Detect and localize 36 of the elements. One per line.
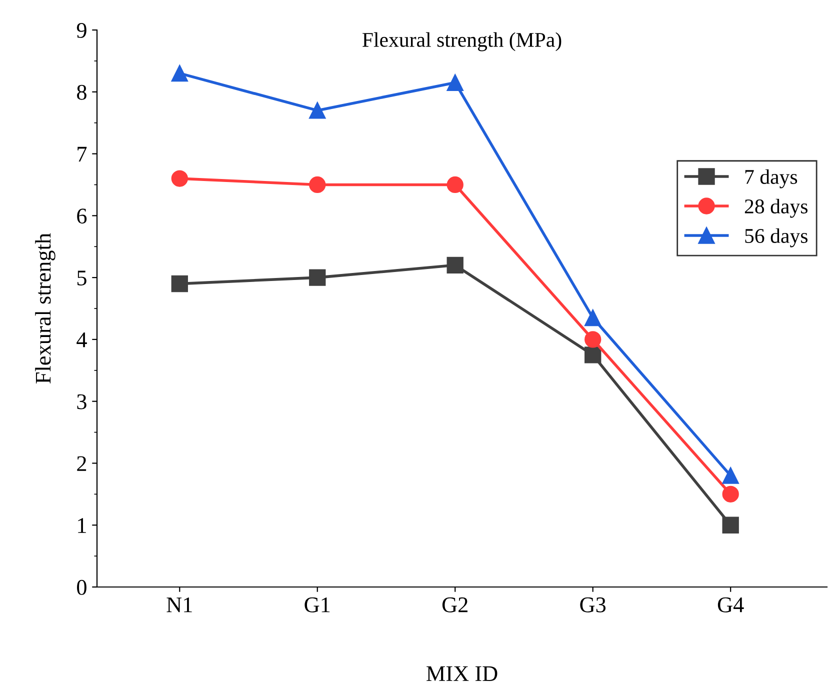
y-tick-label: 6	[77, 208, 87, 224]
point	[309, 176, 326, 194]
point	[309, 269, 326, 286]
legend-label: 56 days	[745, 228, 808, 248]
y-tick-label: 1	[78, 518, 86, 533]
y-tick-label: 9	[76, 22, 86, 38]
x-tick-label: G2	[442, 597, 468, 612]
point	[171, 64, 188, 82]
point	[446, 74, 464, 91]
point	[309, 102, 326, 119]
y-axis-title: Flexural strength	[35, 233, 56, 384]
x-axis-title: MIX ID	[426, 666, 498, 681]
point	[584, 331, 602, 348]
y-tick-label: 0	[77, 580, 86, 595]
point	[171, 170, 188, 187]
point	[446, 256, 464, 274]
point	[446, 176, 464, 194]
y-tick-label: 4	[76, 332, 87, 348]
point	[171, 275, 188, 292]
y-tick-label: 3	[77, 394, 86, 410]
x-tick-label: G4	[718, 597, 744, 612]
y-tick-label: 8	[77, 84, 86, 100]
point	[584, 309, 602, 326]
legend-label: 7 days	[745, 169, 798, 188]
point	[722, 516, 739, 534]
y-tick-label: 2	[77, 456, 86, 471]
point	[584, 346, 602, 364]
x-tick-label: N1	[166, 597, 192, 612]
x-tick-label: G1	[304, 597, 330, 612]
point	[722, 486, 739, 502]
y-tick-label: 5	[77, 270, 86, 286]
y-tick-label: 7	[78, 146, 87, 162]
legend-label: 28 days	[744, 198, 808, 218]
x-tick-label: G3	[580, 597, 606, 612]
point	[722, 467, 739, 484]
chart-title: Flexural strength (MPa)	[362, 32, 562, 52]
